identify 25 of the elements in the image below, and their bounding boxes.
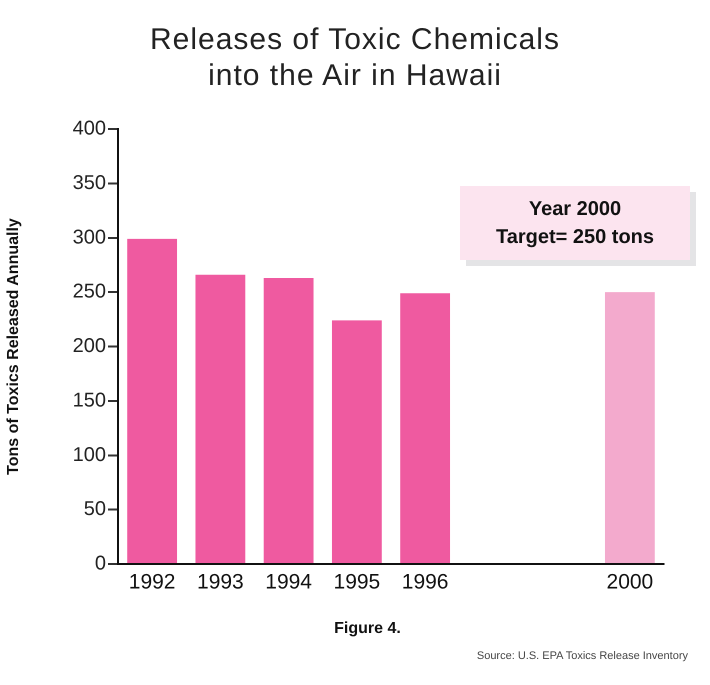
x-tick-label: 1995 [334,570,380,594]
x-tick-label: 1992 [128,570,176,594]
source-note: Source: U.S. EPA Toxics Release Inventory [476,650,688,662]
chart-title: Releases of Toxic Chemicals into the Air in Hawaii [149,22,561,94]
y-tick-label: 150 [72,389,106,412]
bar [400,293,450,563]
y-axis-title: Tons of Toxics Released Annually [5,218,22,475]
bar [604,292,655,563]
y-tick-label: 0 [94,552,106,575]
x-tick-label: 1996 [402,570,448,594]
x-tick-label: 1993 [197,570,244,594]
y-tick-label: 400 [72,118,106,140]
y-tick-label: 50 [84,498,106,520]
y-tick-label: 300 [72,226,106,248]
bar [195,274,246,563]
y-tick-label: 100 [72,444,106,466]
bar [264,278,314,563]
x-tick-label: 2000 [606,570,654,594]
y-tick-label: 250 [72,280,106,303]
y-tick-label: 350 [72,172,106,194]
bar [332,320,382,563]
y-tick-label: 200 [72,335,106,358]
bar [127,238,178,563]
x-tick-label: 1994 [265,570,312,594]
caption: Figure 4. [333,620,402,638]
